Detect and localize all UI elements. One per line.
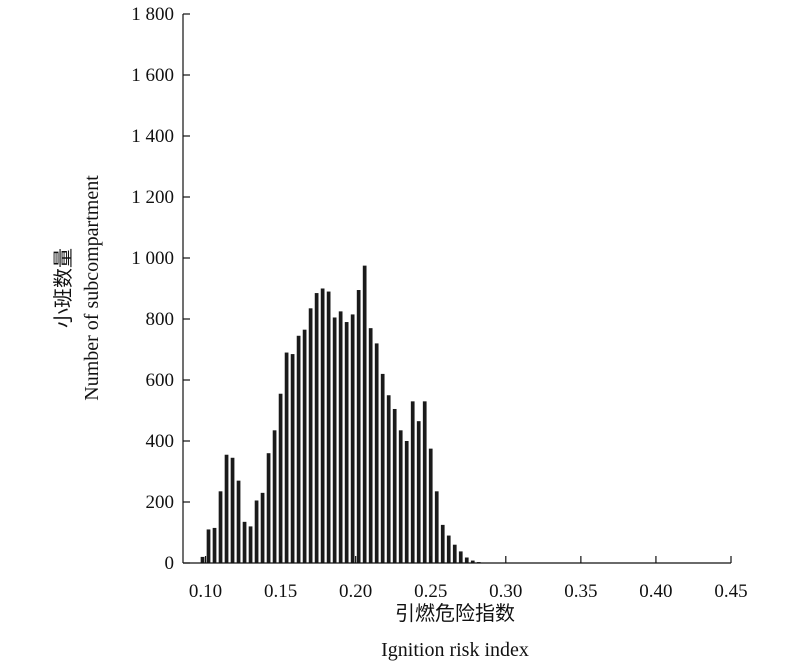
x-tick-label: 0.20 [339, 581, 372, 602]
histogram-bar [362, 265, 367, 564]
histogram-bar [272, 430, 277, 563]
histogram-bar [470, 560, 475, 563]
x-tick-label: 0.10 [189, 581, 222, 602]
y-tick-label: 200 [146, 492, 175, 513]
histogram-bar [290, 354, 295, 563]
x-tick-label: 0.30 [489, 581, 522, 602]
histogram-bar [428, 448, 433, 564]
histogram-bar [416, 421, 421, 563]
y-tick-label: 0 [165, 553, 175, 574]
histogram-bar [374, 343, 379, 563]
histogram-bar [314, 293, 319, 563]
histogram-bar [446, 535, 451, 563]
histogram-bar [236, 480, 241, 563]
y-axis: 0 200 400 600 800 1 000 1 200 1 400 1 600 1 800 [131, 4, 190, 574]
histogram-bar [380, 373, 385, 563]
histogram-bar [206, 529, 211, 563]
y-axis-title-zh: 小班数量 [52, 248, 75, 328]
histogram-bar [230, 457, 235, 563]
histogram-bar [440, 524, 445, 564]
histogram-bar [344, 322, 349, 563]
y-tick-label: 1 000 [131, 248, 174, 269]
y-tick-label: 1 200 [131, 187, 174, 208]
histogram-bar [212, 527, 217, 563]
histogram-bar [410, 401, 415, 563]
histogram-bar [308, 308, 313, 563]
histogram-bar [332, 317, 337, 563]
x-axis-title-zh: 引燃危险指数 [395, 602, 515, 625]
histogram-bar [458, 551, 463, 563]
y-tick-label: 1 400 [131, 126, 174, 147]
histogram-bar [356, 290, 361, 563]
histogram-bar [296, 335, 301, 563]
histogram-bar [248, 526, 253, 563]
x-tick-label: 0.40 [639, 581, 672, 602]
histogram-bar [434, 491, 439, 563]
histogram-bar [302, 329, 307, 563]
x-tick-label: 0.35 [564, 581, 597, 602]
x-axis: 0.10 0.15 0.20 0.25 0.30 0.35 0.40 0.45 [183, 556, 748, 602]
histogram-bar [452, 544, 457, 563]
histogram-bar [218, 491, 223, 563]
histogram-bar [338, 311, 343, 564]
histogram-bar [242, 521, 247, 563]
bars-group [200, 265, 487, 564]
histogram-bar [266, 453, 271, 563]
histogram-bar [224, 454, 229, 563]
y-axis-title: Number of subcompartment [81, 175, 103, 401]
histogram-bar [350, 314, 355, 563]
y-tick-label: 400 [146, 431, 175, 452]
x-axis-title: Ignition risk index [381, 639, 529, 661]
histogram-bar [200, 556, 205, 563]
y-tick-label: 1 600 [131, 65, 174, 86]
histogram-bar [326, 291, 331, 563]
histogram-bar [392, 408, 397, 563]
histogram-bar [386, 395, 391, 563]
histogram-bar [464, 557, 469, 563]
histogram-bar [260, 492, 265, 563]
histogram-bar [404, 441, 409, 563]
histogram-bar [284, 352, 289, 563]
histogram-bar [278, 393, 283, 563]
histogram-bar [422, 401, 427, 563]
histogram-bar [368, 328, 373, 563]
x-tick-label: 0.25 [414, 581, 447, 602]
x-tick-label: 0.15 [264, 581, 297, 602]
histogram-bar [320, 288, 325, 563]
y-tick-label: 600 [146, 370, 175, 391]
histogram-bar [254, 500, 259, 563]
y-tick-label: 1 800 [131, 4, 174, 25]
histogram-bar [398, 430, 403, 563]
y-tick-label: 800 [146, 309, 175, 330]
x-tick-label: 0.45 [714, 581, 747, 602]
